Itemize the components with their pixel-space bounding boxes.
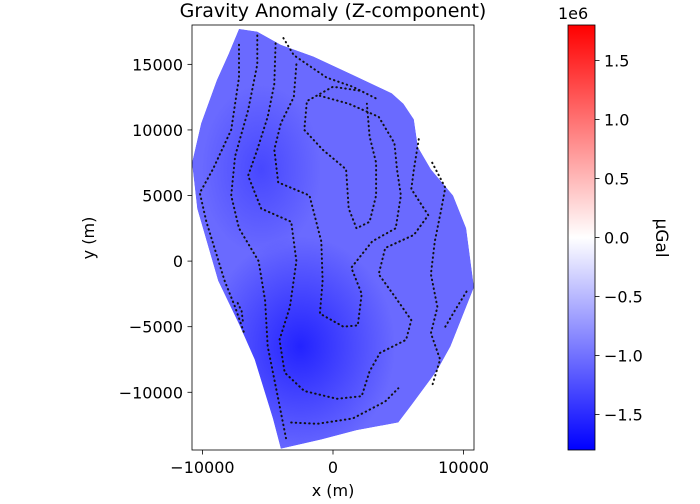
x-tick-label: −10000 <box>170 458 234 477</box>
colorbar-tick-label: 0.0 <box>604 229 629 248</box>
colorbar: 1.5 1.0 0.5 0.0 −0.5 −1.0 −1.5 1e6 μGal <box>558 4 671 451</box>
colorbar-tick-label: 0.5 <box>604 169 629 188</box>
y-tick-label: −5000 <box>129 318 183 337</box>
x-tick-label: 0 <box>328 458 338 477</box>
contour-line-2 <box>230 34 287 440</box>
contour-lines <box>198 34 469 440</box>
colorbar-offset-text: 1e6 <box>558 4 588 23</box>
contour-line-7 <box>444 289 469 328</box>
colorbar-gradient <box>567 24 596 451</box>
x-axis-ticks: −10000 0 10000 <box>170 450 489 477</box>
contour-line-8 <box>290 387 400 425</box>
y-axis-label: y (m) <box>79 217 98 260</box>
chart-title: Gravity Anomaly (Z-component) <box>180 0 487 22</box>
contour-line-4 <box>273 63 402 328</box>
y-axis-ticks: 15000 10000 5000 0 −5000 −10000 <box>119 55 192 402</box>
colorbar-tick-label: 1.5 <box>604 51 629 70</box>
plot-area: −10000 0 10000 15000 10000 5000 0 −5000 −10000 <box>119 24 489 477</box>
y-tick-label: 5000 <box>142 187 183 206</box>
y-tick-label: 10000 <box>132 121 183 140</box>
contour-line-1 <box>198 43 246 335</box>
contour-line-6 <box>429 161 447 387</box>
x-tick-label: 10000 <box>438 458 489 477</box>
y-tick-label: 0 <box>173 252 183 271</box>
colorbar-tick-label: −1.0 <box>604 347 643 366</box>
colorbar-tick-label: −0.5 <box>604 288 643 307</box>
colorbar-label: μGal <box>651 218 671 257</box>
colorbar-tick-label: −1.5 <box>604 406 643 425</box>
contour-line-0 <box>282 37 380 101</box>
y-tick-label: 15000 <box>132 55 183 74</box>
anomaly-field <box>192 28 474 449</box>
y-tick-label: −10000 <box>119 383 183 402</box>
colorbar-tick-label: 1.0 <box>604 110 629 129</box>
x-axis-label: x (m) <box>312 481 355 500</box>
anomaly-secondary-low <box>201 84 322 255</box>
contour-line-9 <box>236 302 244 323</box>
colorbar-ticks: 1.5 1.0 0.5 0.0 −0.5 −1.0 −1.5 <box>595 51 643 425</box>
